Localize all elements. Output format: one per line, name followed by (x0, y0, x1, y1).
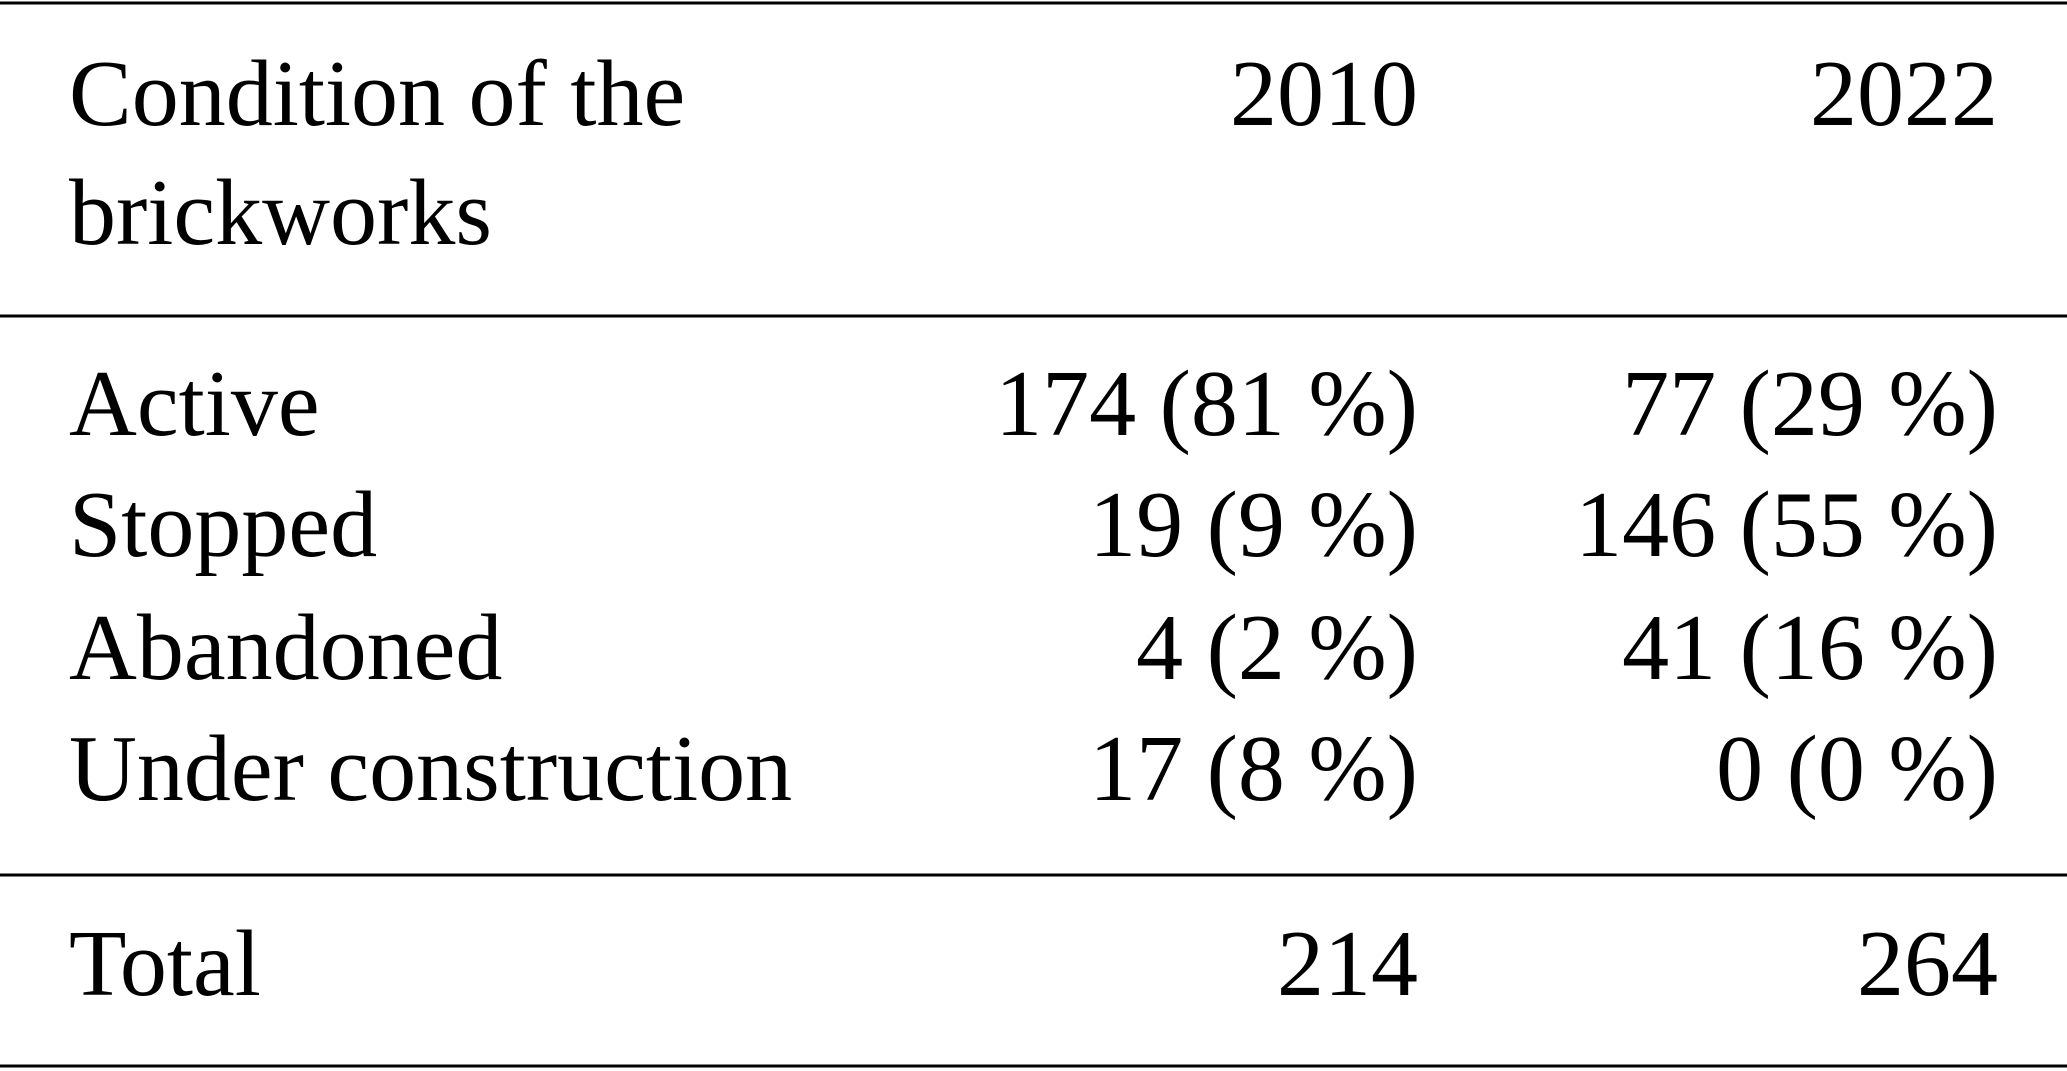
header-cell: Condition of the (69, 42, 685, 146)
total-cell: Total (69, 912, 261, 1016)
cell: Abandoned (69, 596, 502, 700)
cell: 77 (29 %) (1622, 352, 1998, 456)
header-cell: 2010 (1230, 42, 1418, 146)
cell: 19 (9 %) (1089, 473, 1418, 577)
cell: Stopped (69, 473, 377, 577)
cell: 174 (81 %) (995, 352, 1418, 456)
header-cell: 2022 (1810, 42, 1998, 146)
cell: 41 (16 %) (1622, 596, 1998, 700)
cell: Under construction (69, 717, 792, 821)
header-cell: brickworks (69, 161, 492, 265)
cell: 4 (2 %) (1136, 596, 1418, 700)
total-cell: 264 (1857, 912, 1998, 1016)
cell: Active (69, 352, 320, 456)
total-cell: 214 (1277, 912, 1418, 1016)
cell: 146 (55 %) (1575, 473, 1998, 577)
cell: 0 (0 %) (1716, 717, 1998, 821)
cell: 17 (8 %) (1089, 717, 1418, 821)
